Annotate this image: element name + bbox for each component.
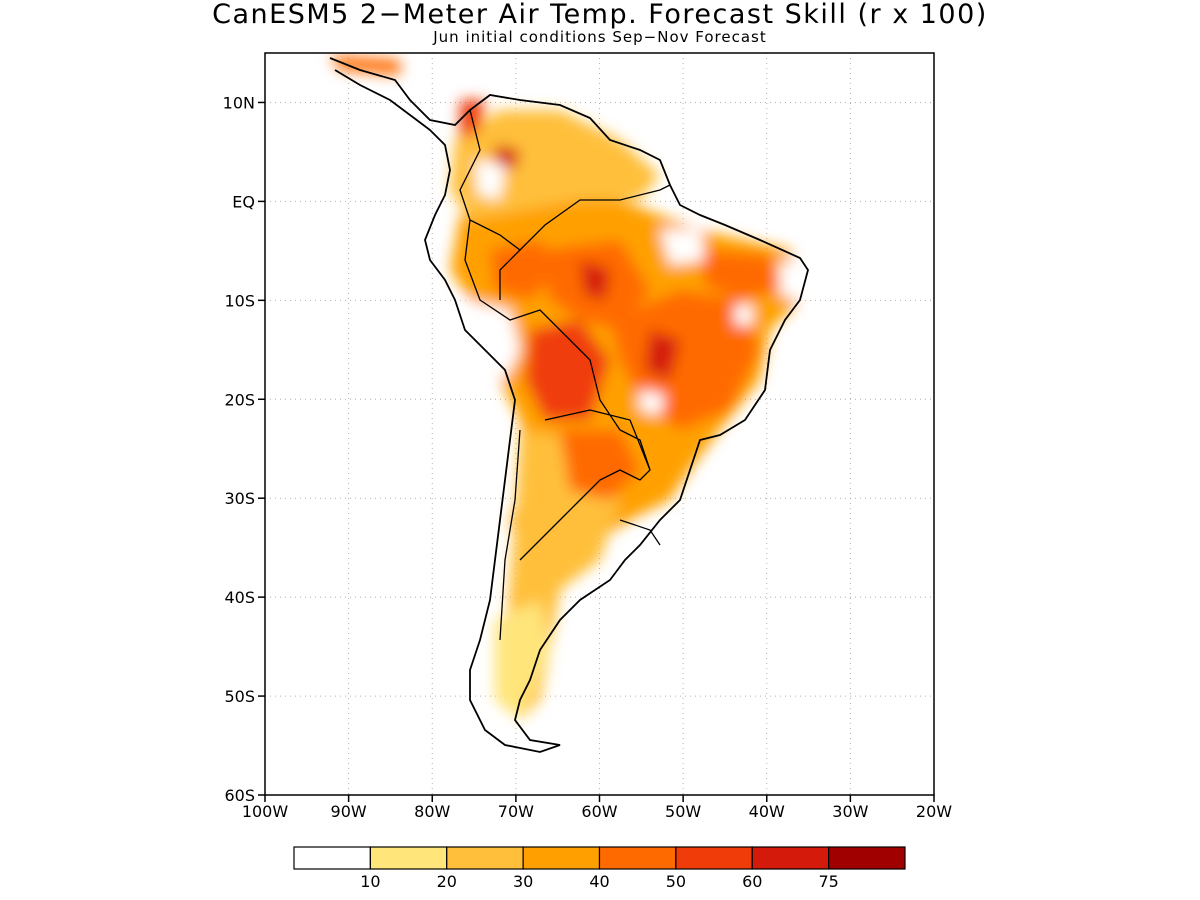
lat-tick-label: 10N [223,93,255,112]
lon-tick-label: 50W [665,802,701,821]
map-title: CanESM5 2−Meter Air Temp. Forecast Skill… [212,0,988,30]
lon-tick-label: 60W [581,802,617,821]
coastline [329,57,809,753]
colorbar-swatch [293,846,371,870]
colorbar-swatch [751,846,830,870]
colorbar: 10 20 30 40 50 60 75 [293,846,906,891]
lat-tick-label: 30S [224,489,255,508]
colorbar-label: 40 [589,872,609,891]
colorbar-label: 60 [742,872,762,891]
lon-tick-label: 90W [331,802,367,821]
lon-tick-label: 100W [242,802,289,821]
lat-tick-label: 20S [224,390,255,409]
colorbar-swatch [675,846,753,870]
map-subtitle: Jun initial conditions Sep−Nov Forecast [433,28,767,46]
colorbar-label: 30 [513,872,533,891]
colorbar-swatch [598,846,677,870]
lat-tick-label: 40S [224,588,255,607]
lat-tick-label: EQ [232,192,255,211]
colorbar-label: 20 [437,872,457,891]
colorbar-swatch [522,846,601,870]
lat-tick-label: 60S [224,786,255,805]
colorbar-swatch [828,846,906,870]
lon-tick-label: 40W [749,802,785,821]
lon-tick-label: 30W [832,802,868,821]
lon-tick-label: 80W [414,802,450,821]
lat-tick-label: 10S [224,291,255,310]
colorbar-label: 10 [360,872,380,891]
colorbar-swatch [446,846,524,870]
colorbar-swatch [369,846,448,870]
colorbar-label: 50 [666,872,686,891]
colorbar-label: 75 [818,872,838,891]
lat-tick-label: 50S [224,687,255,706]
skill-shading [330,55,805,720]
lon-tick-label: 70W [498,802,534,821]
lon-tick-label: 20W [916,802,952,821]
